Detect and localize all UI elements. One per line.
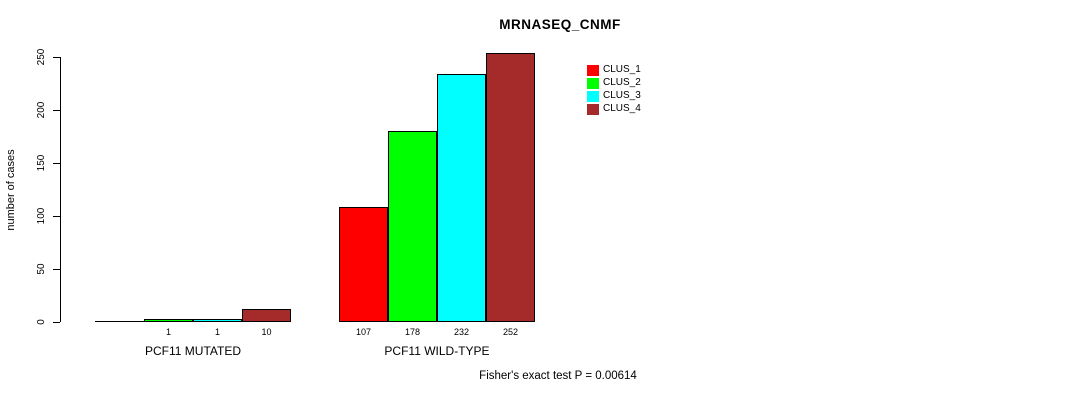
bar-clus_2 bbox=[144, 319, 193, 322]
legend-item: CLUS_4 bbox=[587, 103, 641, 115]
legend-label: CLUS_2 bbox=[603, 77, 641, 88]
y-tick-label: 250 bbox=[36, 48, 47, 66]
y-tick-label: 100 bbox=[36, 207, 47, 225]
bar-clus_4 bbox=[242, 309, 291, 322]
legend-label: CLUS_3 bbox=[603, 90, 641, 101]
bar-value-label: 232 bbox=[453, 327, 470, 337]
legend-item: CLUS_2 bbox=[587, 77, 641, 89]
legend: CLUS_1 CLUS_2 CLUS_3 CLUS_4 bbox=[587, 64, 641, 116]
y-tick-label: 150 bbox=[36, 154, 47, 172]
legend-swatch bbox=[587, 64, 599, 76]
y-tick-mark bbox=[53, 269, 60, 270]
bar-value-label bbox=[95, 326, 144, 338]
bar-value-label: 10 bbox=[261, 327, 272, 337]
legend-swatch bbox=[587, 77, 599, 89]
bar-value-label: 1 bbox=[165, 327, 171, 337]
y-tick-mark bbox=[53, 216, 60, 217]
bar-clus_2 bbox=[388, 131, 437, 322]
legend-swatch bbox=[587, 103, 599, 115]
bar-clus_3 bbox=[193, 319, 242, 322]
y-tick-label: 200 bbox=[36, 101, 47, 119]
bar-value-label: 1 bbox=[214, 327, 220, 337]
legend-swatch bbox=[587, 90, 599, 102]
y-tick-label: 50 bbox=[36, 263, 47, 275]
y-axis-line bbox=[60, 57, 61, 322]
chart-title: MRNASEQ_CNMF bbox=[499, 17, 621, 32]
legend-label: CLUS_1 bbox=[603, 64, 641, 75]
legend-label: CLUS_4 bbox=[603, 103, 641, 114]
bar-clus_1 bbox=[339, 207, 388, 322]
bar-clus_3 bbox=[437, 74, 486, 322]
y-tick-mark bbox=[53, 110, 60, 111]
bar-clus_1-zero-line bbox=[95, 321, 144, 322]
bar-value-label: 252 bbox=[502, 327, 519, 337]
legend-item: CLUS_3 bbox=[587, 90, 641, 102]
group-label: PCF11 WILD-TYPE bbox=[384, 344, 490, 358]
y-tick-mark bbox=[53, 57, 60, 58]
bar-value-label: 107 bbox=[355, 327, 372, 337]
legend-item: CLUS_1 bbox=[587, 64, 641, 76]
bar-value-label: 178 bbox=[404, 327, 421, 337]
annotation-text: Fisher's exact test P = 0.00614 bbox=[479, 370, 637, 382]
y-tick-mark bbox=[53, 322, 60, 323]
group-label: PCF11 MUTATED bbox=[144, 344, 241, 358]
y-tick-label: 0 bbox=[36, 319, 47, 325]
bar-clus_4 bbox=[486, 53, 535, 322]
y-tick-mark bbox=[53, 163, 60, 164]
